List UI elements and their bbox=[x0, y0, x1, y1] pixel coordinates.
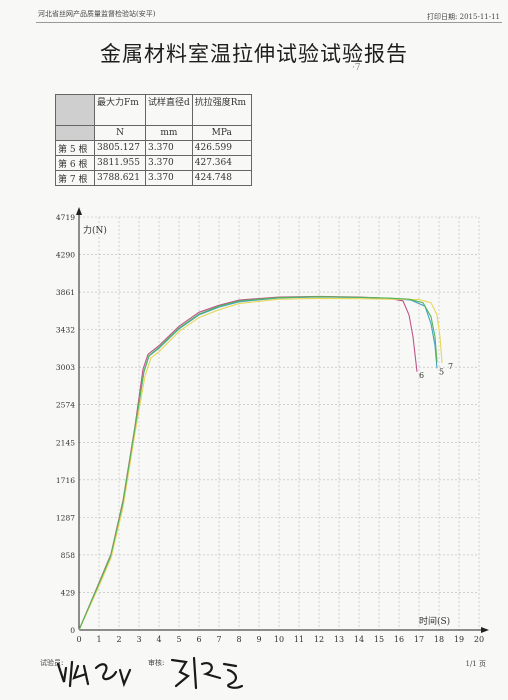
x-tick-label: 9 bbox=[256, 635, 261, 644]
x-tick-label: 12 bbox=[314, 635, 324, 644]
chart-grid bbox=[79, 216, 480, 630]
col-header-d: 试样直径d bbox=[145, 94, 193, 126]
y-tick-label: 2574 bbox=[56, 401, 75, 410]
y-axis-label: 力(N) bbox=[83, 224, 107, 236]
cell-rm: 427.364 bbox=[191, 155, 252, 171]
x-tick-label: 4 bbox=[156, 635, 161, 644]
curve-label: 6 bbox=[419, 371, 424, 380]
x-tick-label: 19 bbox=[454, 635, 464, 644]
x-axis-label: 时间(S) bbox=[419, 615, 450, 627]
curve-label: 5 bbox=[439, 367, 444, 376]
table-row: 第 5 根 3805.127 3.370 426.599 bbox=[55, 140, 252, 156]
cell-rm: 424.748 bbox=[191, 170, 252, 186]
chart-axes bbox=[76, 207, 489, 633]
x-tick-label: 7 bbox=[216, 635, 221, 644]
cell-fm: 3805.127 bbox=[94, 140, 146, 156]
y-axis-arrow bbox=[76, 207, 82, 215]
row-label: 第 7 根 bbox=[55, 170, 95, 186]
print-date-label: 打印日期: bbox=[427, 13, 458, 21]
x-tick-label: 13 bbox=[334, 635, 344, 644]
y-tick-label: 2145 bbox=[56, 438, 75, 447]
x-tick-label: 3 bbox=[136, 635, 141, 644]
x-tick-label: 14 bbox=[354, 635, 364, 644]
col-header-fm: 最大力Fm bbox=[94, 94, 146, 126]
col-header-rm: 抗拉强度Rm bbox=[191, 94, 252, 126]
y-tick-label: 3861 bbox=[56, 288, 75, 297]
x-tick-label: 5 bbox=[176, 635, 181, 644]
y-tick-label: 858 bbox=[61, 551, 76, 560]
y-tick-label: 1716 bbox=[56, 476, 75, 485]
unit-d: mm bbox=[145, 125, 193, 141]
table-header-row: 最大力Fm 试样直径d 抗拉强度Rm bbox=[55, 94, 252, 126]
series-line-5 bbox=[78, 296, 438, 631]
y-tick-label: 3003 bbox=[56, 363, 75, 372]
row-label: 第 6 根 bbox=[55, 155, 95, 171]
series-line-7 bbox=[78, 297, 443, 631]
x-tick-label: 8 bbox=[236, 635, 241, 644]
unit-corner-cell bbox=[55, 125, 95, 141]
print-date-line: 打印日期: 2015-11-11 bbox=[427, 12, 500, 22]
table-corner-cell bbox=[55, 94, 95, 126]
x-tick-label: 11 bbox=[294, 635, 304, 644]
cell-d: 3.370 bbox=[145, 155, 193, 171]
cell-d: 3.370 bbox=[145, 140, 193, 156]
force-time-chart: 0 1 2 3 4 5 6 7 8 9 10 11 12 13 14 15 16 17 18 19 2004298581… bbox=[56, 207, 489, 644]
table-row: 第 6 根 3811.955 3.370 427.364 bbox=[55, 155, 252, 171]
header-rule bbox=[36, 22, 502, 23]
chart-series bbox=[78, 295, 443, 631]
cell-fm: 3811.955 bbox=[94, 155, 146, 171]
x-tick-label: 10 bbox=[274, 635, 284, 644]
handwritten-signatures bbox=[56, 656, 244, 690]
corner-mark: ·7 bbox=[352, 63, 361, 73]
print-date: 2015-11-11 bbox=[459, 13, 500, 21]
unit-fm: N bbox=[94, 125, 146, 141]
x-axis-arrow bbox=[481, 627, 489, 633]
reviewer-label: 审核: bbox=[148, 659, 165, 667]
x-tick-label: 17 bbox=[414, 635, 424, 644]
curve-label: 7 bbox=[448, 362, 453, 371]
x-tick-label: 18 bbox=[434, 635, 444, 644]
cell-rm: 426.599 bbox=[191, 140, 252, 156]
tester-signature bbox=[56, 660, 132, 688]
y-tick-label: 1287 bbox=[56, 513, 75, 522]
table-row: 第 7 根 3788.621 3.370 424.748 bbox=[55, 170, 252, 186]
x-tick-label: 6 bbox=[196, 635, 201, 644]
cell-fm: 3788.621 bbox=[94, 170, 146, 186]
reviewer-signature bbox=[170, 656, 244, 690]
page-number: 1/1 页 bbox=[465, 660, 487, 668]
y-tick-label: 0 bbox=[70, 626, 75, 635]
x-tick-label: 20 bbox=[474, 635, 484, 644]
unit-rm: MPa bbox=[191, 125, 252, 141]
y-tick-label: 429 bbox=[61, 588, 76, 597]
x-tick-label: 1 bbox=[96, 635, 101, 644]
y-tick-label: 4719 bbox=[56, 213, 75, 222]
report-title: 金属材料室温拉伸试验试验报告 bbox=[100, 42, 408, 66]
series-line-curve-4 bbox=[78, 296, 438, 631]
x-tick-label: 16 bbox=[394, 635, 404, 644]
y-tick-label: 3432 bbox=[56, 326, 75, 335]
table-unit-row: N mm MPa bbox=[55, 125, 252, 141]
chart-ticks: 0 1 2 3 4 5 6 7 8 9 10 11 12 13 14 15 16 17 18 19 2004298581… bbox=[56, 213, 484, 644]
tester-label: 试验员: bbox=[40, 659, 64, 667]
row-label: 第 5 根 bbox=[55, 140, 95, 156]
x-tick-label: 2 bbox=[116, 635, 121, 644]
cell-d: 3.370 bbox=[145, 170, 193, 186]
y-tick-label: 4290 bbox=[56, 251, 75, 260]
x-tick-label: 0 bbox=[76, 635, 81, 644]
chart-curve-labels: 6 57 bbox=[419, 362, 453, 380]
x-tick-label: 15 bbox=[374, 635, 384, 644]
results-table: 最大力Fm 试样直径d 抗拉强度Rm N mm MPa 第 5 根 3805.1… bbox=[55, 94, 252, 186]
org-name: 河北省丝网产品质量监督检验站(安平) bbox=[38, 10, 156, 18]
